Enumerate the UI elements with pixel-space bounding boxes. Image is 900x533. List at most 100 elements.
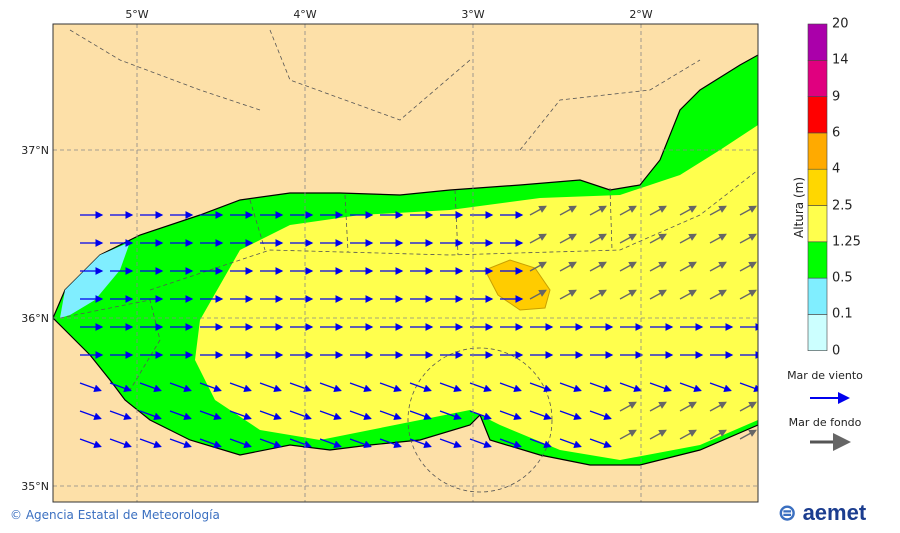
swell-arrow [529,205,547,216]
swell-arrow [589,233,607,244]
colorbar-tick-label: 2.5 [832,198,853,213]
colorbar-tick-label: 6 [832,125,841,141]
colorbar-swatch [807,314,828,351]
colorbar-swatch [807,59,828,97]
wind-sea-arrow [499,410,522,420]
colorbar-swatch [807,168,828,206]
wind-sea-arrow [409,410,432,420]
wind-sea-arrow [229,410,252,420]
lon-label: 4°W [293,8,316,21]
wind-sea-arrow [409,438,432,448]
colorbar-swatch [807,96,828,134]
swell-arrow [709,233,727,244]
wind-sea-label: Mar de viento [787,369,863,382]
colorbar-tick-label: 0.5 [832,270,853,286]
swell-label: Mar de fondo [788,416,862,429]
swell-arrow [679,233,697,244]
wind-sea-arrow [409,382,432,392]
lat-label: 36°N [21,312,49,325]
colorbar-tick-label: 20 [832,16,849,32]
colorbar [807,23,828,351]
wind-sea-arrow [469,410,492,420]
swell-arrow [709,205,727,216]
wind-sea-arrow [169,410,192,420]
swell-arrow [589,289,607,300]
lon-label: 2°W [629,8,652,21]
lat-label: 37°N [21,144,49,157]
swell-arrow [529,233,547,244]
logo-text: aemet [802,500,867,525]
swell-arrow [679,429,697,440]
copyright-text: © Agencia Estatal de Meteorología [10,508,220,522]
wind-sea-arrow [379,438,402,448]
wind-sea-arrow [199,410,222,420]
aemet-logo: ⊜ aemet [778,500,867,525]
wind-sea-arrow [499,382,522,392]
swell-arrow [679,401,697,412]
wind-sea-arrow [379,410,402,420]
wind-sea-arrow [589,382,612,392]
swell-arrow [679,289,697,300]
swell-arrow [739,205,757,216]
wind-sea-arrow [169,382,192,392]
swell-arrow [679,261,697,272]
wind-sea-arrow [79,438,102,448]
wind-sea-arrow [709,382,732,392]
swell-arrow [619,429,637,440]
swell-arrow [739,401,757,412]
swell-arrow [649,205,667,216]
colorbar-swatch [807,205,828,243]
swell-arrow [559,261,577,272]
wind-sea-arrow [289,382,312,392]
wind-sea-arrow [139,410,162,420]
colorbar-tick-label: 1.25 [832,234,861,250]
wind-sea-arrow [529,410,552,420]
lon-label: 5°W [125,8,148,21]
swell-arrow [589,261,607,272]
wind-sea-arrow [619,382,642,392]
colorbar-tick-label: 4 [832,161,841,177]
colorbar-tick-label: 14 [832,52,849,68]
wind-sea-arrow [439,410,462,420]
wind-sea-arrow [109,382,132,392]
wind-sea-arrow [229,382,252,392]
graticule [53,24,758,502]
wind-sea-arrow [529,438,552,448]
wind-sea-arrow [259,438,282,448]
wind-sea-arrow [529,382,552,392]
swell-arrow [649,289,667,300]
wind-sea-arrow [469,438,492,448]
wind-sea-arrow [349,438,372,448]
swell-arrow [529,289,547,300]
wind-sea-arrow [649,382,672,392]
colorbar-swatch [807,23,828,61]
wind-sea-arrow [319,438,342,448]
wind-sea-arrow [439,382,462,392]
wind-sea-arrow [259,410,282,420]
swell-arrow [649,401,667,412]
wind-sea-arrow [679,382,702,392]
swell-arrow [589,205,607,216]
wind-sea-arrow [559,410,582,420]
wind-sea-arrow [79,410,102,420]
wind-sea-arrow [499,438,522,448]
swell-arrow [619,289,637,300]
wind-sea-arrow [109,438,132,448]
swell-arrow [739,429,757,440]
swell-arrow [709,261,727,272]
wind-sea-arrow [79,382,102,392]
colorbar-swatch [807,241,828,279]
swell-arrow [559,289,577,300]
wind-sea-arrow [259,382,282,392]
wind-sea-arrow [439,438,462,448]
wind-sea-arrow [109,410,132,420]
wind-sea-arrow [349,382,372,392]
swell-arrow [619,261,637,272]
swell-arrow [649,261,667,272]
wind-sea-arrow [289,438,312,448]
wind-sea-arrow [199,438,222,448]
swell-arrow [709,401,727,412]
swell-arrow [649,233,667,244]
swell-arrow [619,233,637,244]
wind-sea-arrow [169,438,192,448]
